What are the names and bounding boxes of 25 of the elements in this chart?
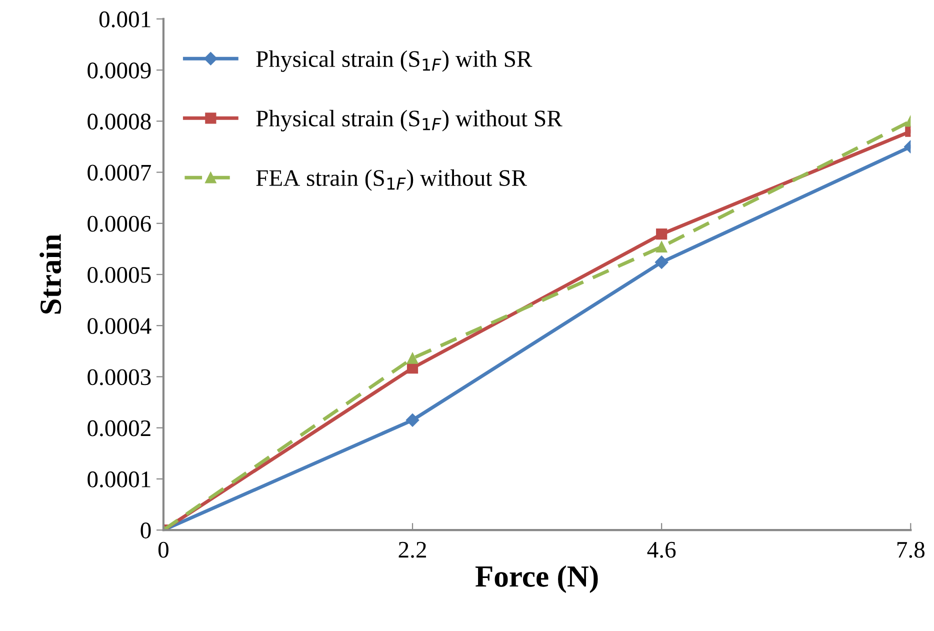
point [656, 228, 668, 240]
y-tick-label: 0.0006 [88, 216, 151, 232]
x-tick-label: 0 [158, 542, 168, 558]
legend-label: Physical strain (S$_{1F}$) with SR [256, 50, 532, 72]
point [656, 241, 668, 252]
y-tick-label: 0 [140, 522, 151, 538]
y-tick-label: 0.0003 [88, 369, 151, 386]
x-tick-label: 2.2 [398, 542, 426, 558]
point [654, 256, 668, 269]
y-tick-label: 0.0001 [88, 471, 150, 488]
x-tick-label: 4.6 [647, 542, 676, 558]
legend-label: FEA strain (S$_{1F}$) without SR [256, 169, 527, 191]
point [406, 414, 420, 427]
y-tick-label: 0.0007 [88, 164, 151, 181]
y-tick-label: 0.0009 [88, 62, 151, 79]
y-tick-label: 0.0002 [88, 420, 150, 436]
y-tick-label: 0.001 [99, 11, 150, 28]
y-tick-label: 0.0004 [88, 318, 152, 334]
point [406, 352, 418, 364]
legend-label: Physical strain (S$_{1F}$) without SR [256, 110, 562, 132]
x-axis-title: Force (N) [475, 565, 598, 594]
y-tick-label: 0.0005 [88, 266, 151, 284]
y-axis-title: Strain [40, 234, 62, 314]
x-tick-label: 7.8 [897, 542, 925, 558]
y-tick-label: 0.0008 [88, 114, 151, 130]
